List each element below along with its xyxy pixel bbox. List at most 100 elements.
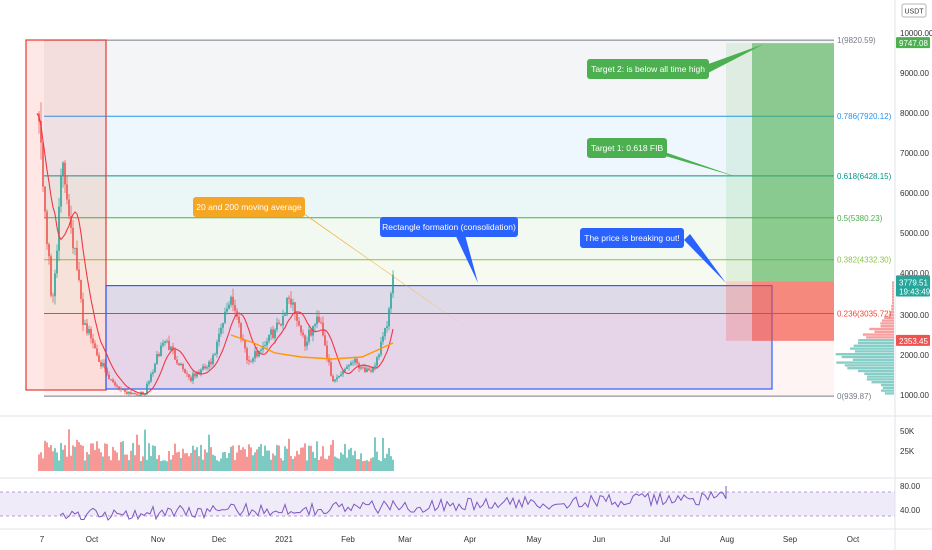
volume-bar	[360, 453, 362, 471]
candle-body	[286, 297, 288, 315]
volume-bar	[190, 452, 192, 471]
candle-body	[202, 366, 204, 370]
candle-body	[160, 345, 162, 357]
volume-bar	[204, 449, 206, 471]
volume-bar	[102, 456, 104, 471]
annotation-callout[interactable]: Target 1: 0.618 FIB	[587, 138, 737, 177]
drawing-rectangles[interactable]	[25, 39, 773, 391]
volume-bar	[132, 442, 134, 471]
volume-bar	[120, 442, 122, 471]
volume-bar	[340, 452, 342, 471]
stop-zone[interactable]	[752, 281, 834, 341]
currency-badge[interactable]: USDT	[901, 3, 927, 18]
candle-body	[48, 244, 50, 257]
volume-bar	[266, 450, 268, 471]
candle-body	[232, 296, 234, 306]
candle-body	[300, 325, 302, 333]
volume-bar	[104, 443, 106, 471]
price-tick-label: 6000.00	[900, 189, 929, 198]
volume-bar	[54, 448, 56, 471]
volume-bar	[202, 459, 204, 471]
volume-bar	[262, 455, 264, 471]
volume-bar	[384, 458, 386, 471]
annotation-callout[interactable]: Target 2: is below all time high	[587, 44, 764, 79]
annotation-callout[interactable]: Rectangle formation (consolidation)	[380, 217, 518, 283]
candle-body	[274, 329, 276, 338]
volume-bar	[372, 457, 374, 471]
consolidation-rectangle[interactable]	[105, 285, 773, 390]
volume-bar	[254, 452, 256, 471]
annotation-callout[interactable]: 20 and 200 moving average	[193, 197, 474, 333]
callout-pointer	[452, 228, 478, 283]
volume-bar	[94, 450, 96, 471]
red-drawdown-rectangle[interactable]	[25, 39, 107, 391]
volume-bar	[56, 452, 58, 471]
volume-profile-bar	[880, 325, 894, 328]
candle-body	[250, 361, 252, 363]
volume-bar	[218, 461, 220, 471]
candle-body	[114, 381, 116, 386]
volume-bar	[66, 456, 68, 471]
volume-profile-bar	[847, 367, 894, 370]
long-position-tool[interactable]	[726, 43, 834, 341]
fib-label: 0(939.87)	[837, 392, 872, 401]
volume-bar	[180, 458, 182, 471]
volume-bar	[242, 447, 244, 471]
price-tag-label: 2353.45	[899, 337, 928, 346]
annotation-callout[interactable]: The price is breaking out!	[580, 228, 726, 283]
rsi-tick-label: 80.00	[900, 482, 921, 491]
volume-bar	[298, 454, 300, 471]
volume-bar	[52, 451, 54, 471]
candle-body	[54, 273, 56, 297]
price-tick-label: 1000.00	[900, 391, 929, 400]
volume-bar	[156, 458, 158, 471]
candle-body	[302, 332, 304, 336]
volume-profile-bar	[874, 330, 894, 333]
fib-levels: 1(9820.59) 0.786(7920.12) 0.618(6428.15) 0.…	[44, 36, 892, 401]
candle-body	[138, 395, 140, 396]
candle-body	[282, 316, 284, 326]
volume-bar	[136, 434, 138, 471]
volume-bar	[196, 447, 198, 471]
callout-text: Target 2: is below all time high	[591, 64, 705, 74]
volume-bar	[352, 455, 354, 471]
volume-profile-bar	[892, 299, 894, 302]
annotations[interactable]: Target 2: is below all time high Target 1…	[193, 44, 764, 333]
target-zone[interactable]	[752, 43, 834, 282]
price-tick-label: 3000.00	[900, 311, 929, 320]
candle-body	[186, 373, 188, 375]
volume-bar	[62, 449, 64, 471]
candle-body	[390, 293, 392, 309]
candle-body	[102, 362, 104, 367]
time-axis[interactable]: 7 Oct Nov Dec 2021 Feb Mar Apr May Jun Jul Aug Sep Oc…	[40, 535, 860, 544]
price-tag	[896, 334, 930, 346]
candle-body	[118, 386, 120, 389]
time-tick-label: Apr	[464, 535, 477, 544]
volume-bar	[184, 453, 186, 471]
candle-body	[270, 329, 272, 335]
volume-bar	[86, 452, 88, 471]
price-axis[interactable]: 10000.00 9000.00 8000.00 7000.00 6000.00 5000…	[900, 29, 932, 515]
candle-body	[368, 368, 370, 371]
volume-bar	[200, 444, 202, 471]
volume-bar	[164, 460, 166, 471]
price-tag-label: 3779.51	[899, 278, 928, 287]
candle-body	[152, 372, 154, 374]
volume-bar	[232, 445, 234, 471]
candle-body	[304, 335, 306, 347]
candle-body	[182, 364, 184, 370]
volume-bar	[368, 461, 370, 471]
price-tick-label: 9000.00	[900, 69, 929, 78]
volume-bar	[284, 446, 286, 471]
candle-body	[82, 298, 84, 325]
candle-body	[226, 308, 228, 312]
volume-profile-bar	[884, 316, 894, 319]
volume-bar	[382, 437, 384, 471]
price-tick-label: 10000.00	[900, 29, 932, 38]
candle-body	[244, 340, 246, 349]
candle-body	[158, 354, 160, 357]
volume-bar	[316, 441, 318, 471]
volume-bar	[234, 460, 236, 471]
